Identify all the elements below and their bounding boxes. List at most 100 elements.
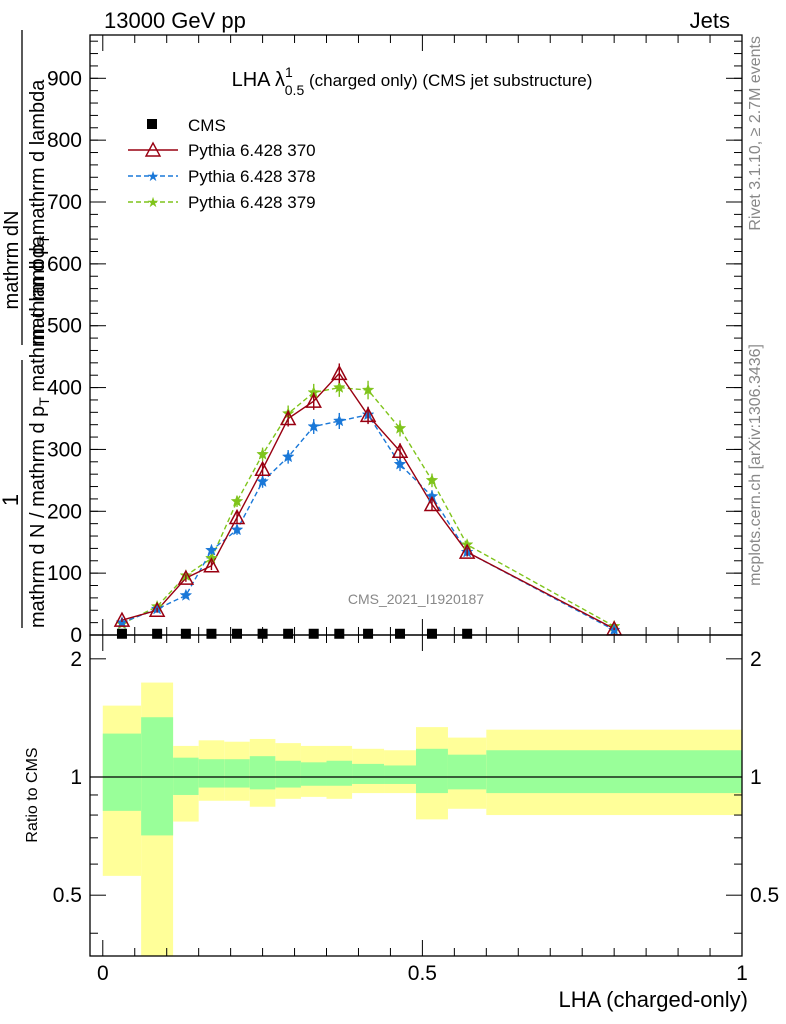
x-axis-label: LHA (charged-only) bbox=[558, 987, 748, 1012]
ratio-y-tick-label: 1 bbox=[70, 766, 82, 789]
ratio-x-ticks: 0 0.5 1 bbox=[97, 635, 748, 985]
ratio-y-ticks: 0.5 0.5 1 1 2 2 bbox=[53, 648, 779, 934]
series-line-1 bbox=[121, 372, 615, 630]
svg-text:★: ★ bbox=[147, 194, 160, 210]
data-point bbox=[391, 442, 409, 459]
header-jets-label: Jets bbox=[690, 8, 730, 33]
legend: CMS Pythia 6.428 370 ★ Pythia 6.428 378 … bbox=[128, 116, 316, 212]
legend-label-370: Pythia 6.428 370 bbox=[188, 141, 316, 160]
ratio-band-green bbox=[102, 733, 142, 811]
ratio-band-green bbox=[416, 748, 448, 794]
data-point bbox=[393, 457, 407, 470]
data-point bbox=[331, 364, 348, 381]
data-point bbox=[281, 450, 295, 463]
y-tick-label: 800 bbox=[47, 129, 82, 152]
data-point bbox=[203, 557, 220, 573]
legend-entry-378: ★ Pythia 6.428 378 bbox=[128, 167, 316, 186]
ratio-band-green bbox=[224, 759, 250, 788]
cms-data-point bbox=[116, 628, 127, 639]
ratio-band-green bbox=[275, 760, 301, 788]
ratio-band-green bbox=[173, 757, 199, 795]
x-tick-label: 1 bbox=[736, 962, 748, 985]
legend-label-cms: CMS bbox=[188, 116, 226, 135]
data-point bbox=[177, 569, 195, 585]
ylabel-numerator-one: 1 bbox=[0, 494, 23, 506]
y-tick-label: 100 bbox=[47, 562, 82, 585]
data-point bbox=[254, 460, 271, 476]
x-tick-label: 0.5 bbox=[408, 962, 437, 985]
ratio-band-green bbox=[486, 750, 742, 794]
legend-entry-370: Pythia 6.428 370 bbox=[128, 141, 316, 160]
y-tick-label: 900 bbox=[47, 67, 82, 90]
y-tick-label: 400 bbox=[47, 377, 82, 400]
data-point bbox=[256, 474, 269, 488]
ylabel-denominator: mathrm d N / mathrm d pT mathrm d lambda bbox=[27, 235, 52, 628]
cms-data-point bbox=[363, 628, 374, 639]
ylabel-denominator-2: mathrm d pTmathrm d lambda bbox=[27, 79, 52, 345]
cms-data-point bbox=[257, 628, 268, 639]
ratio-band-green bbox=[447, 754, 487, 790]
ratio-band-green bbox=[198, 759, 225, 788]
data-point bbox=[148, 601, 166, 618]
y-tick-label: 0 bbox=[70, 624, 82, 647]
data-point bbox=[423, 495, 441, 512]
cms-data-point bbox=[152, 628, 163, 639]
legend-entry-cms: CMS bbox=[147, 116, 226, 135]
data-point bbox=[359, 406, 377, 423]
y-tick-label: 700 bbox=[47, 191, 82, 214]
data-point bbox=[332, 380, 346, 393]
main-y-axis-label: 1 mathrm d N / mathrm d pT mathrm d lamb… bbox=[0, 30, 52, 628]
rivet-version-label: Rivet 3.1.10, ≥ 2.7M events bbox=[747, 36, 764, 231]
data-point bbox=[205, 543, 218, 556]
data-point bbox=[305, 392, 322, 408]
ratio-band-green bbox=[249, 756, 276, 790]
data-point bbox=[179, 588, 193, 601]
data-point bbox=[230, 523, 244, 536]
chart-title: LHA λ1 0.5 (charged only) (CMS jet substr… bbox=[232, 64, 593, 98]
data-point bbox=[256, 447, 269, 460]
y-tick-label: 200 bbox=[47, 500, 82, 523]
ratio-y-tick-label-right: 1 bbox=[750, 766, 762, 789]
ratio-band-green bbox=[384, 765, 416, 784]
cms-data-point bbox=[232, 628, 243, 639]
header-energy-label: 13000 GeV pp bbox=[104, 8, 246, 33]
ratio-plot-frame bbox=[89, 634, 743, 957]
cms-data-point bbox=[206, 628, 217, 639]
data-point bbox=[230, 494, 244, 507]
ratio-band-green bbox=[326, 760, 353, 786]
data-point bbox=[307, 419, 321, 432]
legend-entry-379: ★ Pythia 6.428 379 bbox=[128, 193, 316, 212]
y-tick-label: 500 bbox=[47, 315, 82, 338]
data-point bbox=[332, 414, 346, 427]
cms-data-point bbox=[334, 628, 345, 639]
cms-data-point bbox=[426, 628, 437, 639]
analysis-watermark: CMS_2021_I1920187 bbox=[348, 591, 484, 607]
ratio-y-tick-label-right: 0.5 bbox=[750, 884, 779, 907]
mcplots-label: mcplots.cern.ch [arXiv:1306.3436] bbox=[747, 344, 764, 586]
data-point bbox=[279, 409, 297, 426]
svg-text:★: ★ bbox=[147, 168, 160, 184]
data-point bbox=[393, 421, 407, 434]
ratio-band-green bbox=[141, 717, 174, 836]
ratio-bands-layer bbox=[102, 682, 742, 956]
cms-data-point bbox=[180, 628, 191, 639]
cms-data-point bbox=[462, 628, 473, 639]
data-point bbox=[458, 543, 476, 559]
legend-label-378: Pythia 6.428 378 bbox=[188, 167, 316, 186]
ratio-band-green bbox=[352, 763, 385, 784]
ratio-band-green bbox=[300, 762, 327, 786]
series-line-3 bbox=[121, 386, 615, 627]
y-tick-label: 600 bbox=[47, 253, 82, 276]
cms-data-point bbox=[283, 628, 294, 639]
cms-data-point bbox=[395, 628, 406, 639]
ylabel-numerator-dn: mathrm dN bbox=[1, 211, 23, 310]
ratio-y-tick-label: 0.5 bbox=[53, 884, 82, 907]
ratio-y-axis-label: Ratio to CMS bbox=[24, 747, 41, 842]
series-line-2 bbox=[121, 414, 615, 631]
main-y-ticks: 0 100 200 300 400 500 600 700 800 900 bbox=[47, 40, 742, 647]
cms-data-point bbox=[308, 628, 319, 639]
y-tick-label: 300 bbox=[47, 438, 82, 461]
data-point bbox=[361, 383, 375, 396]
main-series-layer bbox=[113, 363, 623, 639]
